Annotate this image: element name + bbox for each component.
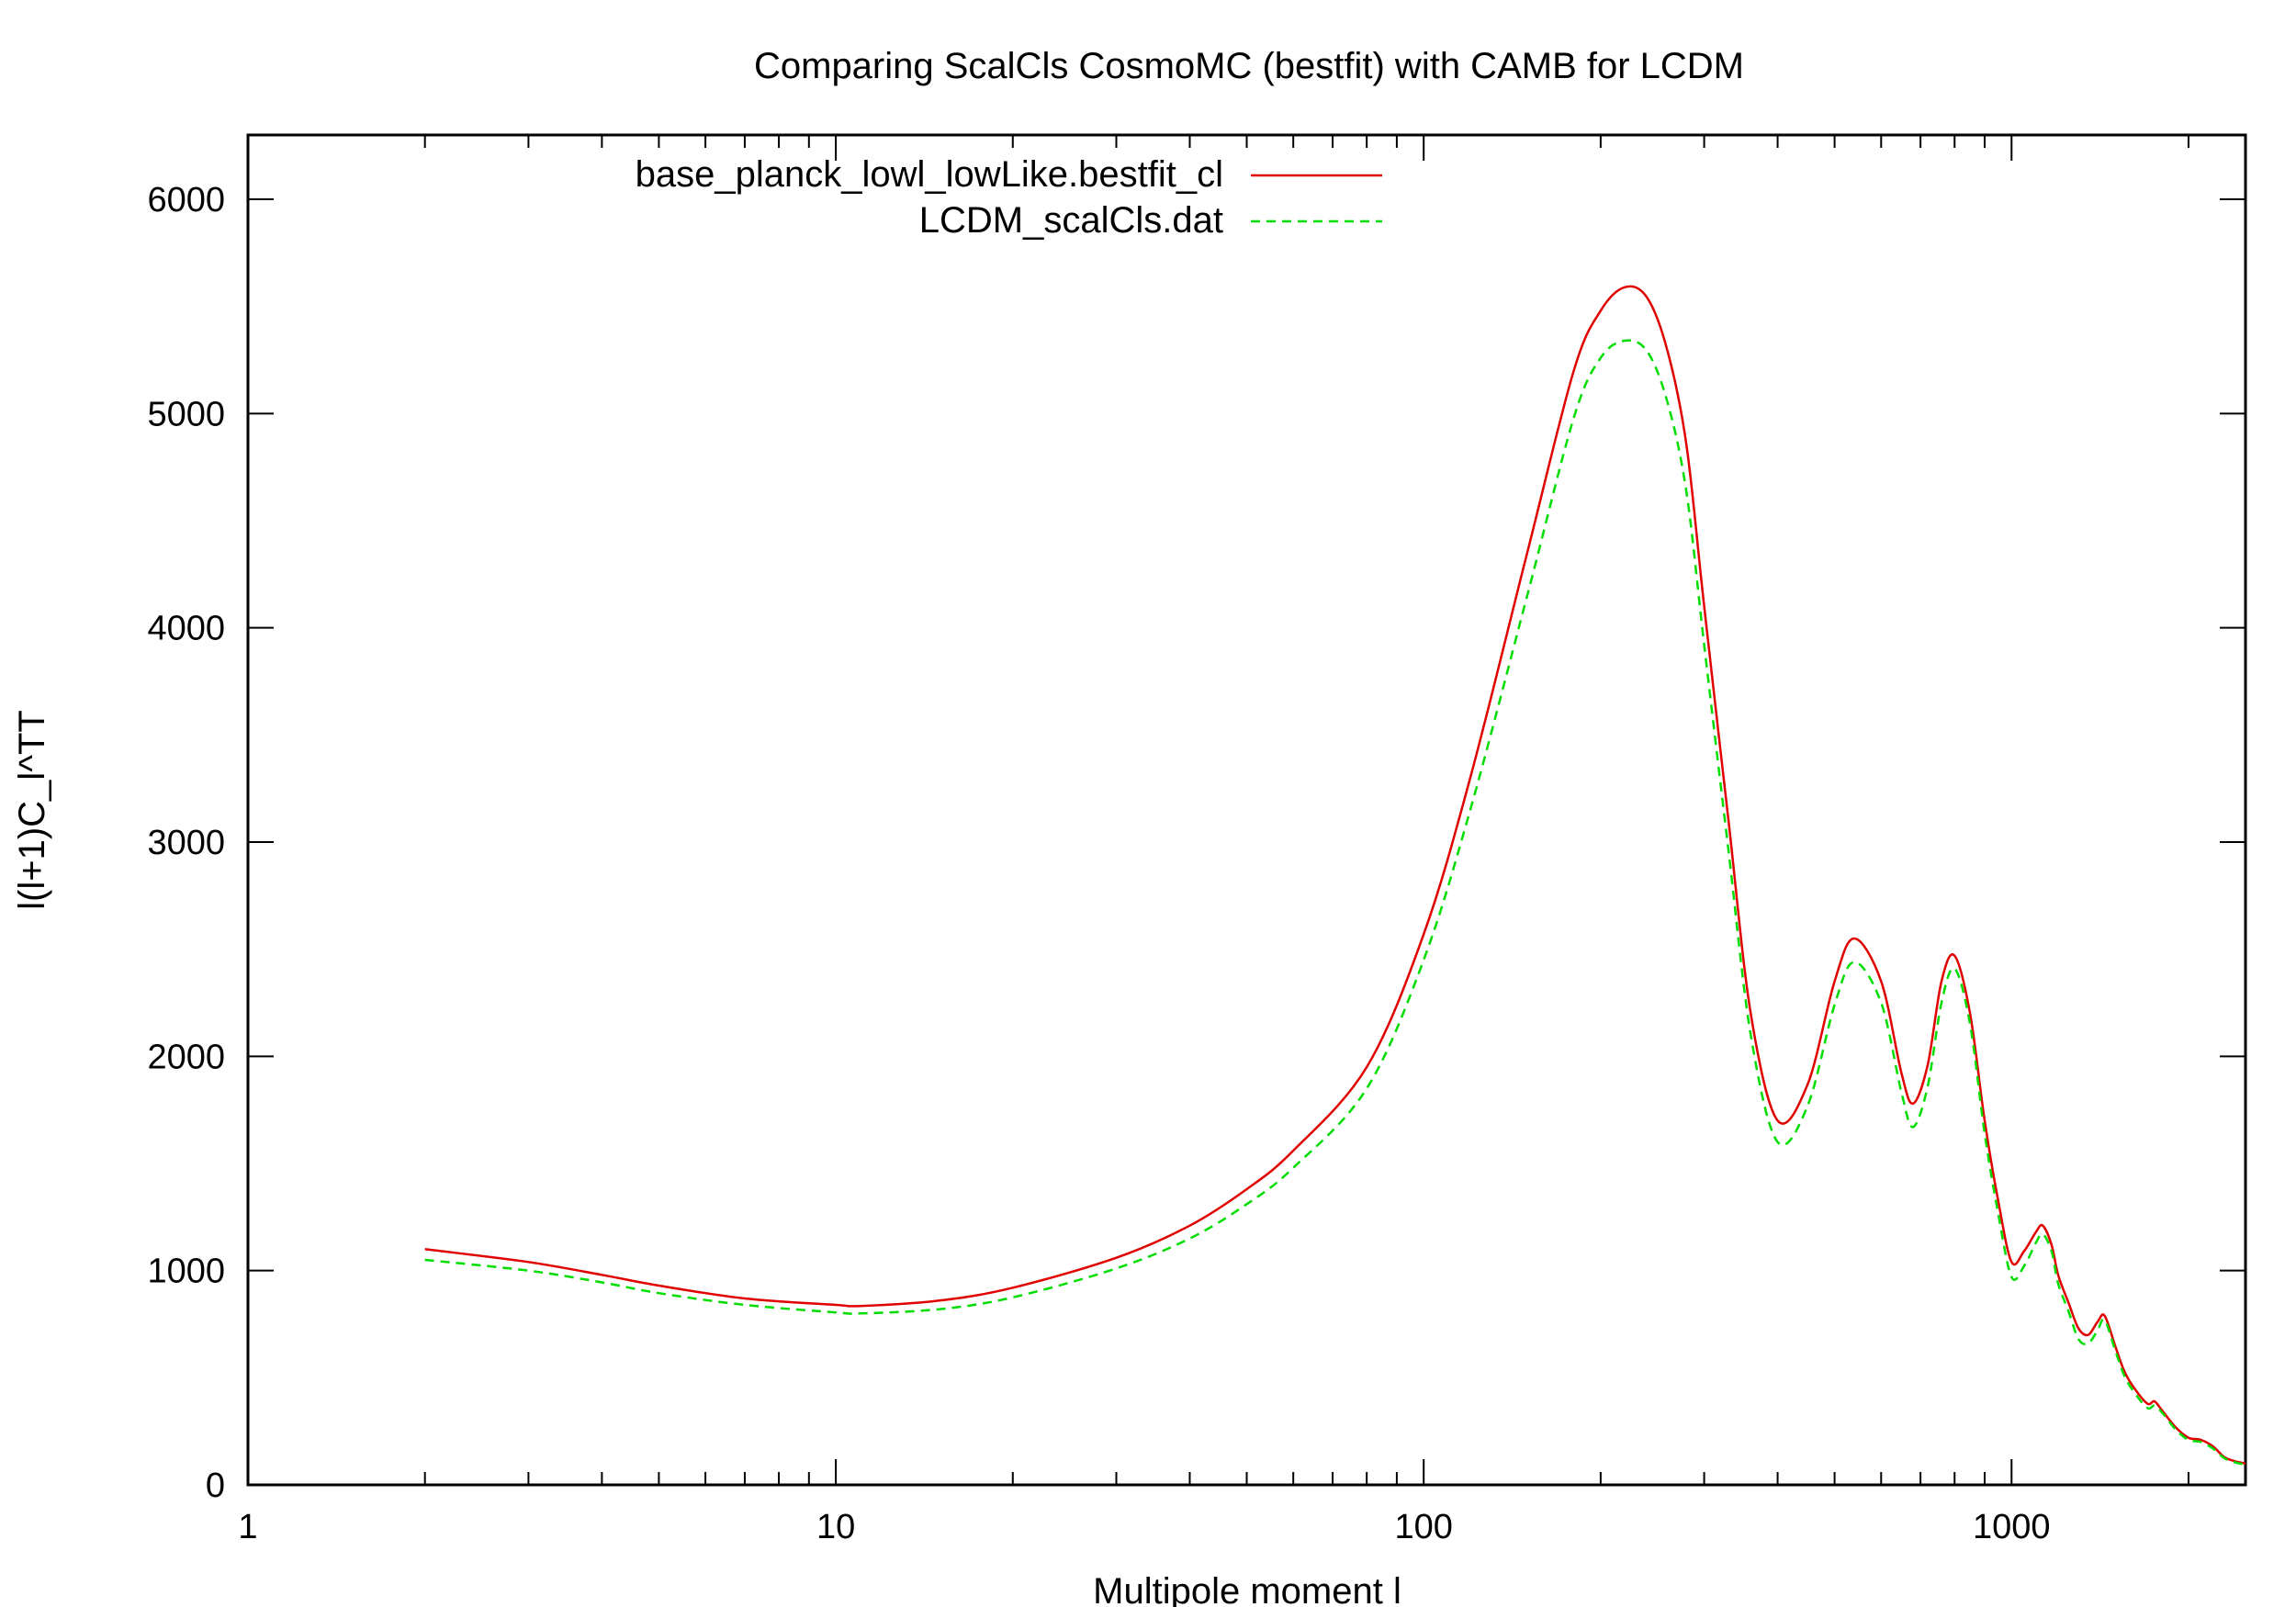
chart-title: Comparing ScalCls CosmoMC (bestfit) with… [754, 46, 1744, 86]
x-tick-label: 1 [238, 1508, 257, 1546]
legend-label: base_planck_lowl_lowLike.bestfit_cl [636, 154, 1223, 195]
x-axis-label: Multipole moment l [1093, 1571, 1401, 1607]
series-line-1 [424, 285, 2246, 1465]
x-tick-label: 10 [816, 1508, 855, 1546]
series-line-2 [424, 339, 2246, 1467]
x-tick-label: 100 [1394, 1508, 1452, 1546]
legend-label: LCDM_scalCls.dat [919, 200, 1223, 241]
y-tick-label: 0 [206, 1467, 225, 1505]
y-tick-label: 6000 [147, 181, 225, 219]
y-tick-label: 5000 [147, 395, 225, 433]
plot-frame [246, 133, 2247, 1487]
series-layer [424, 285, 2246, 1467]
legend: base_planck_lowl_lowLike.bestfit_cl LCDM_… [636, 154, 1382, 241]
axis-ticks [247, 135, 2245, 1486]
y-axis-label: l(l+1)C_l^TT [12, 710, 52, 910]
x-tick-label: 1000 [1973, 1508, 2051, 1546]
axis-tick-labels: 1 10 100 1000 0 1000 2000 3000 4000 5000 6000 [147, 181, 2050, 1546]
y-tick-label: 1000 [147, 1253, 225, 1291]
y-tick-label: 3000 [147, 824, 225, 862]
y-tick-label: 2000 [147, 1038, 225, 1076]
y-tick-label: 4000 [147, 610, 225, 648]
